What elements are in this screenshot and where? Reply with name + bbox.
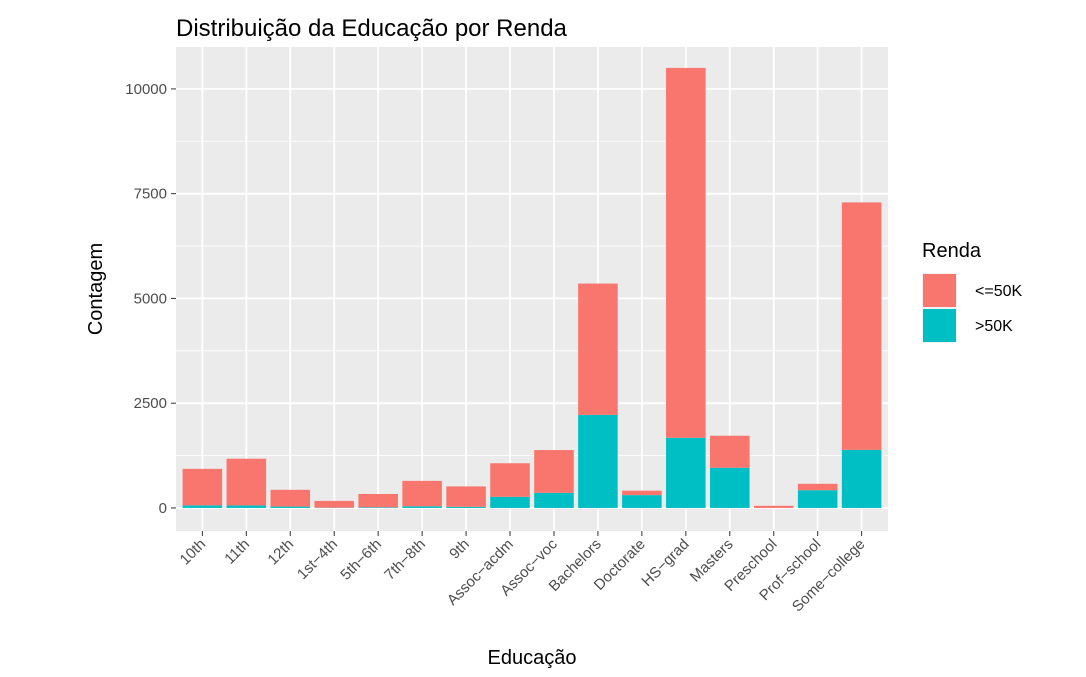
bar	[226, 505, 267, 508]
bar	[710, 435, 750, 468]
x-axis-title: Educação	[488, 647, 577, 669]
bar	[841, 449, 882, 508]
bar	[666, 437, 706, 508]
bar	[622, 490, 662, 496]
bar	[358, 507, 398, 508]
chart-title: Distribuição da Educação por Renda	[176, 15, 568, 42]
y-tick-label: 0	[159, 500, 167, 517]
bar	[182, 468, 223, 506]
legend-label: >50K	[975, 318, 1013, 335]
bar	[534, 492, 574, 508]
x-tick-label: 1st−4th	[294, 536, 341, 583]
legend-swatch	[923, 309, 956, 342]
bar	[666, 67, 706, 438]
x-tick-label: 7th−8th	[381, 536, 429, 584]
bar	[446, 486, 486, 507]
bar	[270, 506, 311, 508]
bar	[182, 505, 223, 508]
y-axis-title: Contagem	[85, 243, 107, 335]
bar	[402, 506, 442, 508]
bars	[182, 67, 882, 508]
x-tick-label: 10th	[177, 536, 210, 569]
bar	[314, 500, 354, 508]
x-tick-label: 9th	[446, 536, 473, 563]
bar	[226, 458, 267, 506]
y-tick-label: 2500	[134, 395, 167, 412]
legend-label: <=50K	[975, 283, 1022, 300]
x-tick-label: 11th	[221, 536, 253, 568]
legend-swatch	[923, 274, 956, 307]
y-tick-label: 7500	[134, 186, 167, 203]
plot-panel	[176, 47, 888, 531]
bar	[753, 505, 794, 508]
bar	[358, 493, 398, 508]
bar	[402, 480, 442, 507]
y-tick-label: 10000	[125, 81, 167, 98]
bar	[534, 450, 574, 493]
y-axis: 0 2500 5000 7500 10000	[125, 81, 176, 517]
bar	[797, 483, 838, 491]
x-tick-label: 5th−6th	[337, 536, 385, 584]
x-tick-label: 12th	[264, 536, 297, 569]
bar	[578, 283, 618, 415]
bar	[490, 463, 530, 497]
bar	[578, 414, 618, 508]
x-tick-label: HS−grad	[638, 536, 692, 590]
bar	[446, 506, 486, 508]
legend-items: <=50K >50K	[922, 273, 1022, 343]
bar	[841, 202, 882, 450]
bar	[490, 496, 530, 508]
legend: Renda <=50K >50K	[922, 240, 1022, 343]
legend-title: Renda	[922, 240, 982, 262]
bar	[622, 495, 662, 508]
y-tick-label: 5000	[134, 290, 167, 307]
bar	[797, 490, 838, 508]
bar	[710, 467, 750, 508]
bar	[270, 489, 311, 507]
